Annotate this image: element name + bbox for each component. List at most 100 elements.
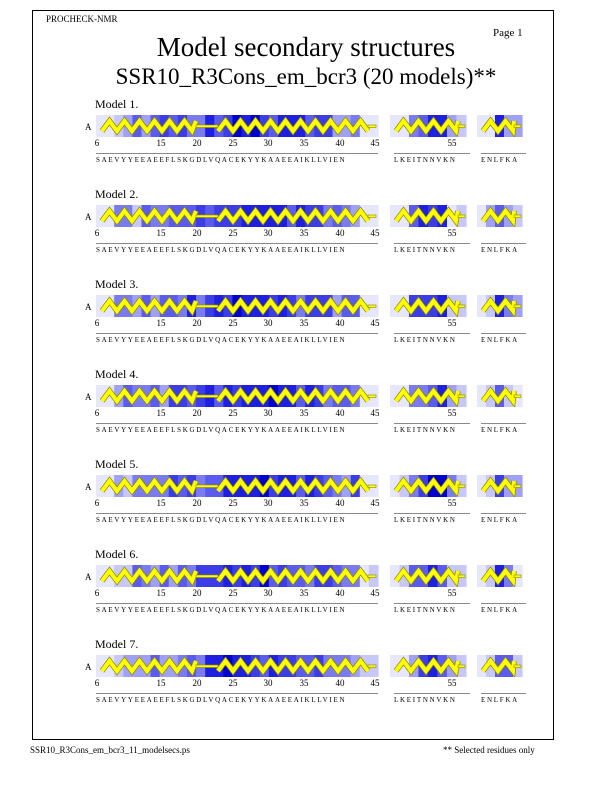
model-block: Model 6. A 6 15 20 25 30 35 40 45 55 SAEVYYEEAEE… xyxy=(0,547,612,627)
residue-number: 6 xyxy=(94,408,100,418)
model-label: Model 2. xyxy=(95,187,139,201)
strip-cell xyxy=(96,385,106,407)
residue-number: 30 xyxy=(263,318,273,328)
residue-number: 15 xyxy=(156,588,166,598)
sequence-segment-2: LKEITNNVKN xyxy=(394,696,457,704)
sequence-segment-2: LKEITNNVKN xyxy=(394,156,457,164)
residue-number: 15 xyxy=(156,408,166,418)
residue-number: 55 xyxy=(447,318,457,328)
strip-cell xyxy=(250,115,261,137)
helix-1 xyxy=(100,117,198,136)
coil xyxy=(457,214,466,218)
strip-segment-2 xyxy=(390,655,467,677)
residue-number: 40 xyxy=(335,498,345,508)
coil-1 xyxy=(195,304,219,308)
helix xyxy=(481,567,516,587)
coil-1 xyxy=(195,394,219,398)
sequence-rule-3 xyxy=(481,603,526,604)
sequence-segment-3: ENLFKA xyxy=(481,156,519,164)
residue-number: 45 xyxy=(370,408,380,418)
residue-number: 40 xyxy=(335,228,345,238)
strip-cell xyxy=(486,205,496,227)
secondary-structure-strip xyxy=(96,115,523,137)
sequence-rule-2 xyxy=(394,693,470,694)
strip-cell xyxy=(390,655,401,677)
strip-segment-1 xyxy=(96,565,379,587)
residue-number: 40 xyxy=(335,408,345,418)
sequence-rule-3 xyxy=(481,243,526,244)
strip-cell xyxy=(477,295,487,317)
strip-segment-2 xyxy=(390,115,467,137)
strip-segment-2 xyxy=(390,565,467,587)
strip-cell xyxy=(96,655,106,677)
strip-cell xyxy=(96,205,106,227)
helix-2 xyxy=(216,117,370,135)
coil xyxy=(457,664,466,668)
helix-1 xyxy=(100,297,198,316)
strip-cell xyxy=(486,115,496,137)
residue-number: 40 xyxy=(335,138,345,148)
strip-segment-1 xyxy=(96,115,379,137)
page-subtitle: SSR10_R3Cons_em_bcr3 (20 models)** xyxy=(115,64,497,89)
coil-1 xyxy=(195,124,219,128)
strip-segment-1 xyxy=(96,205,379,227)
coil-2 xyxy=(367,304,377,308)
residue-number: 20 xyxy=(192,228,202,238)
helix xyxy=(481,117,516,137)
strip-segment-3 xyxy=(477,295,523,317)
coil xyxy=(513,304,522,308)
coil-2 xyxy=(367,394,377,398)
coil-2 xyxy=(367,214,377,218)
strip-segment-1 xyxy=(96,295,379,317)
strip-segment-3 xyxy=(477,655,523,677)
helix-1 xyxy=(100,477,198,496)
residue-number: 55 xyxy=(447,678,457,688)
chain-label: A xyxy=(85,302,92,312)
coil-2 xyxy=(367,484,377,488)
residue-number: 40 xyxy=(335,318,345,328)
strip-segment-1 xyxy=(96,475,379,497)
residue-number: 55 xyxy=(447,228,457,238)
coil xyxy=(513,574,522,578)
residue-number: 30 xyxy=(263,228,273,238)
strip-cell xyxy=(486,565,496,587)
coil xyxy=(457,304,466,308)
coil-2 xyxy=(367,664,377,668)
strip-cell xyxy=(477,205,487,227)
helix xyxy=(394,657,460,676)
helix xyxy=(394,567,460,586)
residue-number: 25 xyxy=(228,408,238,418)
helix-1 xyxy=(100,387,198,406)
residue-number: 55 xyxy=(447,588,457,598)
strip-cell xyxy=(486,295,496,317)
residue-number: 25 xyxy=(228,588,238,598)
sequence-rule-2 xyxy=(394,153,470,154)
coil xyxy=(457,574,466,578)
strip-cell xyxy=(250,655,261,677)
strip-cell xyxy=(390,115,401,137)
model-label: Model 1. xyxy=(95,97,139,111)
residue-number: 35 xyxy=(299,318,309,328)
sequence-segment-1: SAEVYYEEAEEFLSKGDLVQACEKYYKAAEEAIKLLVIEN xyxy=(96,606,347,614)
sequence-segment-2: LKEITNNVKN xyxy=(394,516,457,524)
sequence-segment-1: SAEVYYEEAEEFLSKGDLVQACEKYYKAAEEAIKLLVIEN xyxy=(96,336,347,344)
footer-note: ** Selected residues only xyxy=(443,745,535,755)
strip-segment-3 xyxy=(477,385,523,407)
strip-cell xyxy=(486,655,496,677)
sequence-segment-2: LKEITNNVKN xyxy=(394,606,457,614)
strip-cell xyxy=(390,385,401,407)
residue-number: 30 xyxy=(263,138,273,148)
strip-cell xyxy=(477,475,487,497)
helix-2 xyxy=(216,657,370,675)
residue-number: 6 xyxy=(94,678,100,688)
coil xyxy=(513,124,522,128)
sequence-segment-3: ENLFKA xyxy=(481,606,519,614)
sequence-rule-3 xyxy=(481,153,526,154)
strip-cell xyxy=(486,475,496,497)
strip-cell xyxy=(250,385,261,407)
strip-cell xyxy=(486,385,496,407)
residue-number: 55 xyxy=(447,498,457,508)
strip-cell xyxy=(250,295,261,317)
sequence-segment-3: ENLFKA xyxy=(481,516,519,524)
coil xyxy=(457,394,466,398)
